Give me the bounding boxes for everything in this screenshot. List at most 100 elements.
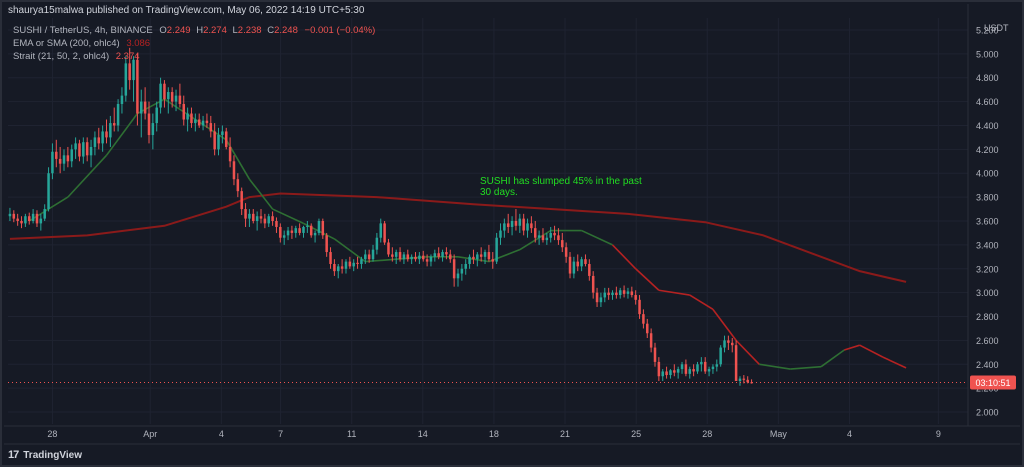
strait-line-segment xyxy=(611,244,637,270)
candle-body xyxy=(557,235,560,241)
candle-body xyxy=(190,113,193,124)
candle-body xyxy=(306,225,309,227)
candle-body xyxy=(194,119,197,124)
candle-body xyxy=(55,151,58,159)
y-tick-label: 4.200 xyxy=(976,145,999,155)
candle-body xyxy=(298,228,301,233)
candle-body xyxy=(669,370,672,376)
candle-body xyxy=(394,252,398,257)
candle-body xyxy=(105,131,108,138)
candle-body xyxy=(329,252,332,264)
ema-200-line xyxy=(9,192,907,283)
candle-body xyxy=(711,366,715,370)
candle-body xyxy=(309,225,313,236)
candle-body xyxy=(487,252,491,260)
candle-body xyxy=(143,101,147,114)
last-price-countdown: 03:10:51 xyxy=(975,378,1010,388)
high-value: 2.274 xyxy=(203,25,227,36)
candle-body xyxy=(684,364,688,374)
candle-body xyxy=(476,254,479,260)
candle-body xyxy=(128,63,131,81)
candle-body xyxy=(510,221,514,227)
strait-line-segment xyxy=(759,363,791,370)
open-label: O xyxy=(159,25,167,36)
candle-body xyxy=(452,259,456,279)
candle-body xyxy=(526,223,529,231)
candle-body xyxy=(468,256,471,264)
candle-body xyxy=(746,379,749,383)
symbol-label[interactable]: SUSHI / TetherUS, 4h, BINANCE xyxy=(13,25,153,36)
candle-body xyxy=(170,92,174,102)
candle-body xyxy=(530,223,533,229)
candle-body xyxy=(201,120,205,126)
candle-body xyxy=(506,223,510,227)
candle-body xyxy=(31,213,35,221)
candle-body xyxy=(51,151,54,174)
candle-body xyxy=(47,173,50,210)
candle-body xyxy=(167,92,170,100)
candle-body xyxy=(163,83,166,100)
ema-legend-label: EMA or SMA (200, ohlc4) xyxy=(13,38,120,49)
candle-body xyxy=(522,218,525,231)
candle-body xyxy=(607,292,610,296)
candle-body xyxy=(97,137,101,144)
candle-body xyxy=(383,223,386,243)
candle-body xyxy=(449,254,452,260)
strait-line-segment xyxy=(820,349,845,368)
candle-body xyxy=(364,254,367,260)
last-price-badge xyxy=(970,375,1016,390)
y-tick-label: 4.000 xyxy=(976,169,999,179)
candle-body xyxy=(707,369,711,372)
strait-legend[interactable]: Strait (21, 50, 2, ohlc4) 2.374 xyxy=(13,51,140,62)
candle-body xyxy=(549,232,552,238)
ema-legend[interactable]: EMA or SMA (200, ohlc4) 3.086 xyxy=(13,38,150,49)
candle-body xyxy=(688,369,692,374)
candle-body xyxy=(333,263,336,272)
candle-body xyxy=(74,143,77,150)
candle-body xyxy=(626,291,630,294)
publish-line: shaurya15malwa published on TradingView.… xyxy=(8,5,365,16)
candle-body xyxy=(564,247,568,257)
candle-body xyxy=(537,235,541,238)
ema-legend-value: 3.086 xyxy=(126,38,151,49)
x-tick-label: 14 xyxy=(418,429,428,439)
candle-body xyxy=(313,232,317,236)
candle-body xyxy=(186,113,189,120)
x-tick-label: 7 xyxy=(278,429,283,439)
strait-line-segment xyxy=(635,268,660,291)
candle-body xyxy=(294,228,298,233)
candle-body xyxy=(286,230,290,236)
y-tick-label: 2.600 xyxy=(976,336,999,346)
candle-body xyxy=(24,216,27,224)
candle-body xyxy=(240,191,243,210)
candle-body xyxy=(649,333,653,348)
candle-body xyxy=(58,158,62,164)
candle-body xyxy=(120,95,124,104)
candle-body xyxy=(279,226,282,238)
candle-body xyxy=(634,295,637,300)
annotation-text: 30 days. xyxy=(480,187,518,198)
y-tick-label: 2.400 xyxy=(976,360,999,370)
strait-line-segment xyxy=(859,344,884,358)
candle-body xyxy=(387,242,390,255)
strait-line-segment xyxy=(712,308,737,341)
candle-body xyxy=(460,268,464,274)
strait-line-segment xyxy=(67,154,108,198)
y-tick-label: 5.200 xyxy=(976,25,999,35)
candle-body xyxy=(244,209,247,219)
candle-body xyxy=(259,216,263,219)
candle-body xyxy=(514,221,518,226)
strait-line-segment xyxy=(248,178,274,210)
annotation-text: SUSHI has slumped 45% in the past xyxy=(480,176,642,187)
candle-body xyxy=(178,95,182,104)
tradingview-logo[interactable]: 17 TradingView xyxy=(8,447,82,463)
candle-body xyxy=(499,230,502,238)
candle-body xyxy=(715,364,719,367)
candle-body xyxy=(730,342,734,346)
candle-body xyxy=(495,237,498,262)
candle-body xyxy=(159,83,162,108)
candle-body xyxy=(325,235,328,253)
candle-body xyxy=(35,213,39,224)
y-tick-label: 5.000 xyxy=(976,49,999,59)
